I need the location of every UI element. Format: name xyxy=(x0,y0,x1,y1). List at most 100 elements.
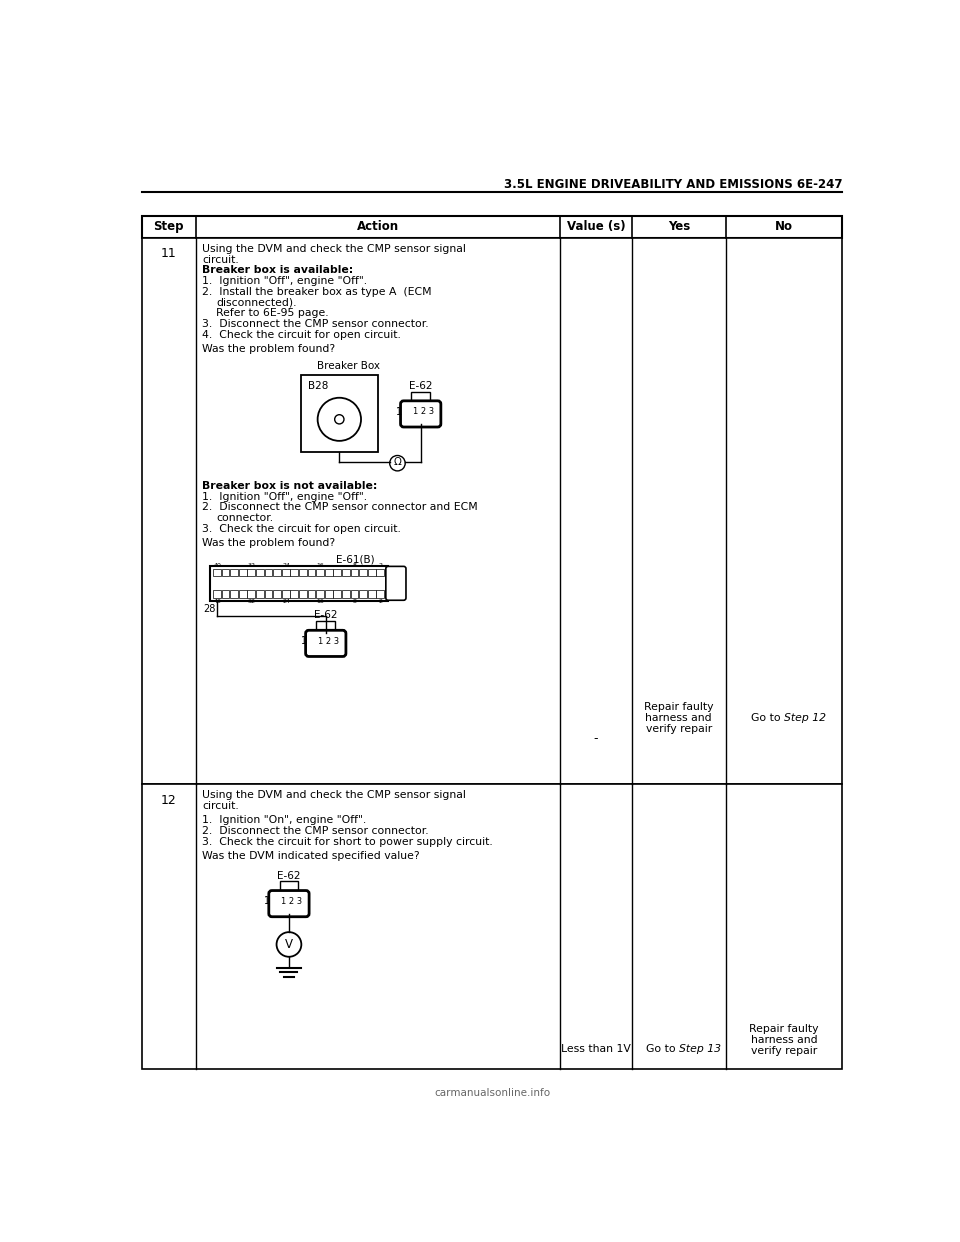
Text: B28: B28 xyxy=(308,381,328,391)
Bar xyxy=(376,590,384,597)
Text: Step: Step xyxy=(154,220,184,233)
Text: 3.  Check the circuit for short to power supply circuit.: 3. Check the circuit for short to power … xyxy=(203,837,492,847)
FancyBboxPatch shape xyxy=(386,566,406,600)
Bar xyxy=(342,590,349,597)
Bar xyxy=(324,590,333,597)
Text: 16: 16 xyxy=(317,563,324,568)
Bar xyxy=(368,569,375,576)
Bar xyxy=(210,565,388,601)
Bar xyxy=(282,569,290,576)
Text: 1.  Ignition "Off", engine "Off".: 1. Ignition "Off", engine "Off". xyxy=(203,492,368,502)
Text: 24: 24 xyxy=(282,563,290,568)
FancyBboxPatch shape xyxy=(305,630,346,657)
Text: 2: 2 xyxy=(379,599,383,604)
Bar xyxy=(248,569,255,576)
Text: 11: 11 xyxy=(161,247,177,260)
Bar xyxy=(213,569,221,576)
Text: 1.  Ignition "On", engine "Off".: 1. Ignition "On", engine "Off". xyxy=(203,815,367,825)
Bar xyxy=(142,216,842,237)
Bar xyxy=(142,237,842,784)
Text: V: V xyxy=(285,938,293,951)
Text: connector.: connector. xyxy=(216,513,274,523)
Text: 40: 40 xyxy=(213,599,221,604)
Text: 1: 1 xyxy=(301,636,307,646)
Text: Repair faulty: Repair faulty xyxy=(644,702,713,713)
Bar xyxy=(256,590,264,597)
Bar xyxy=(300,375,378,452)
Text: Less than 1V: Less than 1V xyxy=(561,1045,631,1054)
Bar xyxy=(368,590,375,597)
Text: 3.  Disconnect the CMP sensor connector.: 3. Disconnect the CMP sensor connector. xyxy=(203,319,429,329)
Bar xyxy=(350,590,358,597)
Text: 2.  Install the breaker box as type A  (ECM: 2. Install the breaker box as type A (EC… xyxy=(203,287,432,297)
Text: Action: Action xyxy=(357,220,399,233)
Bar xyxy=(256,569,264,576)
Text: 2: 2 xyxy=(379,563,383,568)
Text: 12: 12 xyxy=(161,794,177,806)
Bar xyxy=(265,569,273,576)
Text: 32: 32 xyxy=(248,599,255,604)
Text: Go to: Go to xyxy=(751,713,784,723)
Text: 3.5L ENGINE DRIVEABILITY AND EMISSIONS 6E-247: 3.5L ENGINE DRIVEABILITY AND EMISSIONS 6… xyxy=(504,178,842,190)
FancyBboxPatch shape xyxy=(400,401,441,427)
Bar xyxy=(248,590,255,597)
Text: 1: 1 xyxy=(264,897,271,907)
Bar xyxy=(316,590,324,597)
Text: Go to: Go to xyxy=(646,1045,679,1054)
Text: Ω: Ω xyxy=(394,457,401,467)
FancyBboxPatch shape xyxy=(269,891,309,917)
Text: 16: 16 xyxy=(317,599,324,604)
Text: E-62: E-62 xyxy=(277,871,300,881)
Bar xyxy=(307,569,316,576)
Text: Using the DVM and check the CMP sensor signal: Using the DVM and check the CMP sensor s… xyxy=(203,243,466,253)
Bar xyxy=(230,590,238,597)
Bar xyxy=(359,590,367,597)
Text: Refer to 6E-95 page.: Refer to 6E-95 page. xyxy=(216,308,328,318)
Text: 1 2 3: 1 2 3 xyxy=(318,637,339,646)
Bar xyxy=(350,569,358,576)
Bar xyxy=(333,569,341,576)
Bar xyxy=(274,569,281,576)
Text: Breaker box is not available:: Breaker box is not available: xyxy=(203,481,377,491)
Text: 8: 8 xyxy=(353,599,357,604)
Bar xyxy=(299,590,307,597)
Bar xyxy=(317,621,335,632)
Bar xyxy=(291,590,299,597)
Text: 8: 8 xyxy=(353,563,357,568)
Text: 1 2 3: 1 2 3 xyxy=(413,407,434,416)
Bar xyxy=(359,569,367,576)
Bar xyxy=(342,569,349,576)
Bar xyxy=(142,784,842,1069)
Text: 2.  Disconnect the CMP sensor connector and ECM: 2. Disconnect the CMP sensor connector a… xyxy=(203,503,478,513)
Bar xyxy=(282,590,290,597)
Bar xyxy=(239,569,247,576)
Text: Step 13: Step 13 xyxy=(679,1045,721,1054)
Text: Breaker Box: Breaker Box xyxy=(317,360,380,371)
Text: harness and: harness and xyxy=(645,713,712,723)
Bar xyxy=(412,391,430,402)
Text: 1 2 3: 1 2 3 xyxy=(281,897,302,905)
Text: 1.  Ignition "Off", engine "Off".: 1. Ignition "Off", engine "Off". xyxy=(203,276,368,286)
Text: -: - xyxy=(593,732,598,745)
Bar xyxy=(316,569,324,576)
Bar xyxy=(279,882,299,892)
Text: 28: 28 xyxy=(204,604,216,614)
Bar xyxy=(324,569,333,576)
Text: Was the problem found?: Was the problem found? xyxy=(203,344,335,354)
Text: No: No xyxy=(775,220,793,233)
Text: 32: 32 xyxy=(248,563,255,568)
Text: 24: 24 xyxy=(282,599,290,604)
Bar xyxy=(230,569,238,576)
Text: Breaker box is available:: Breaker box is available: xyxy=(203,266,353,276)
Text: 40: 40 xyxy=(213,563,221,568)
Bar xyxy=(265,590,273,597)
Text: harness and: harness and xyxy=(751,1035,818,1045)
Text: E-61(B): E-61(B) xyxy=(335,555,374,565)
Bar xyxy=(274,590,281,597)
Text: circuit.: circuit. xyxy=(203,801,239,811)
Bar xyxy=(291,569,299,576)
Text: Using the DVM and check the CMP sensor signal: Using the DVM and check the CMP sensor s… xyxy=(203,790,466,800)
Text: Yes: Yes xyxy=(667,220,690,233)
Text: 4.  Check the circuit for open circuit.: 4. Check the circuit for open circuit. xyxy=(203,330,401,340)
Bar xyxy=(213,590,221,597)
